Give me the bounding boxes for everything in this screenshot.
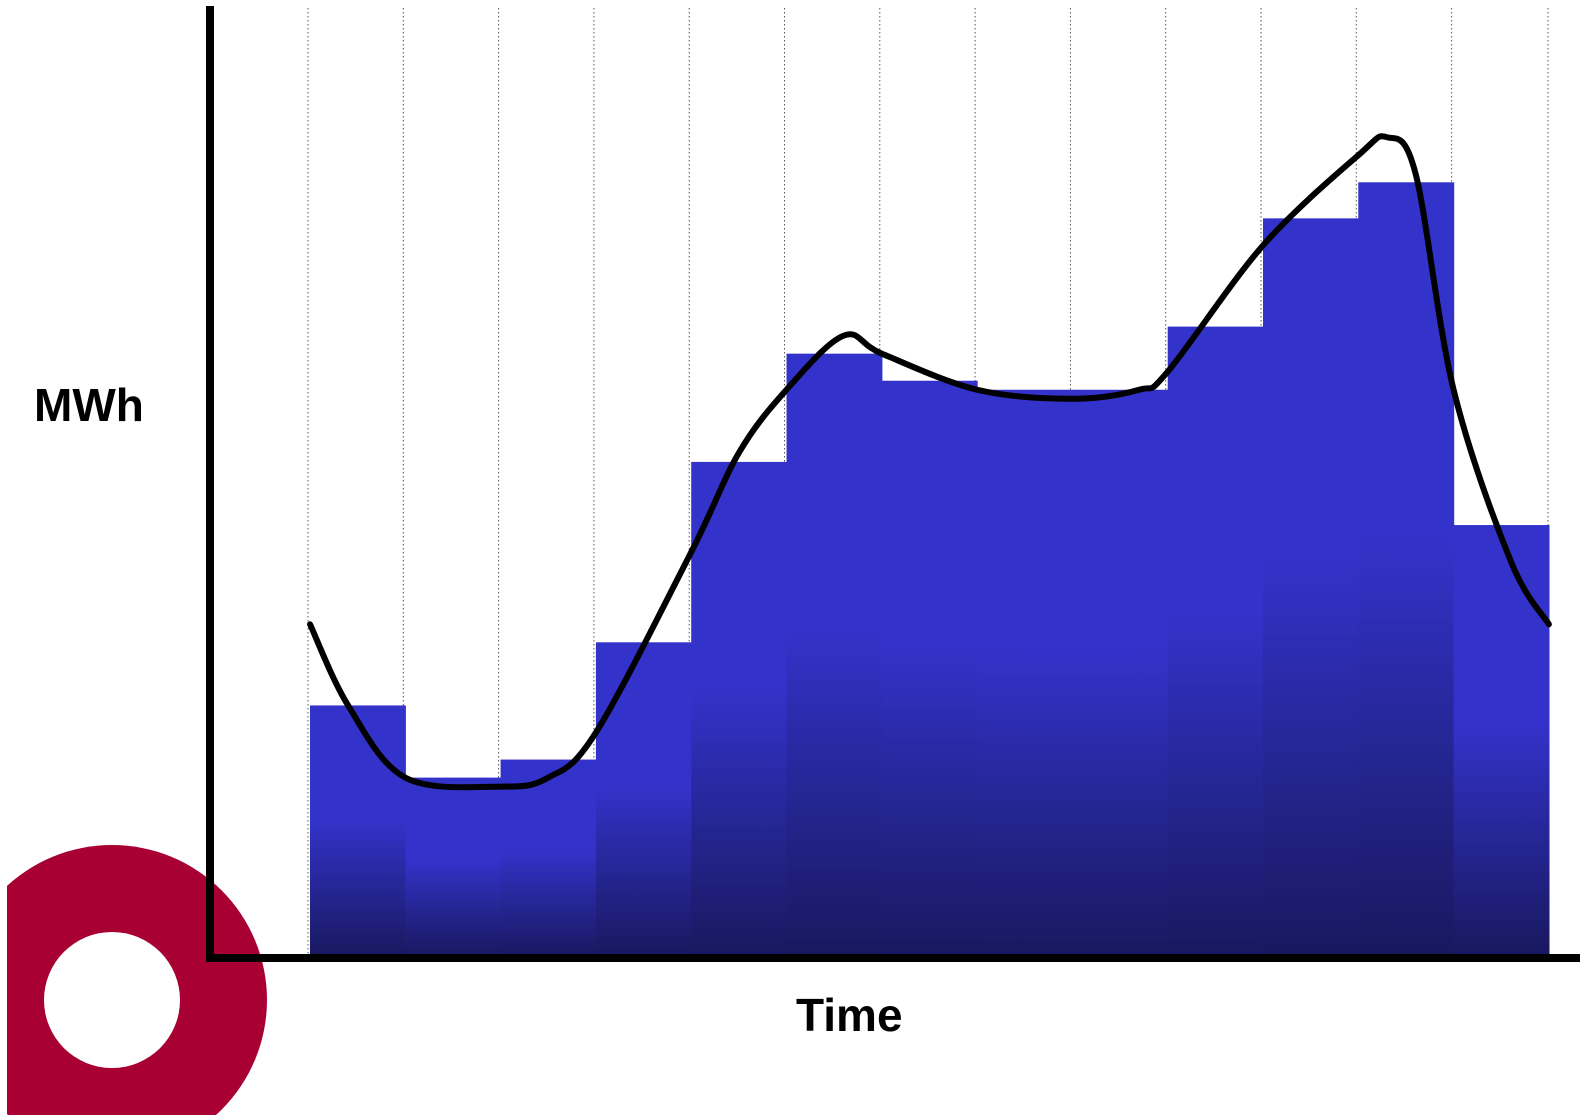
axes xyxy=(206,6,1580,962)
bar xyxy=(1358,182,1455,958)
bars xyxy=(310,182,1550,959)
y-axis-label: MWh xyxy=(34,379,144,431)
trend-line xyxy=(307,133,1552,791)
bar xyxy=(500,759,597,958)
logo-ring-hole xyxy=(44,932,180,1068)
bar xyxy=(881,380,978,959)
x-axis-label: Time xyxy=(796,989,903,1041)
bar xyxy=(1263,218,1359,959)
bar xyxy=(786,353,883,958)
bar xyxy=(405,777,502,958)
bar xyxy=(1072,389,1169,958)
bar xyxy=(1453,525,1550,958)
bar xyxy=(595,642,692,958)
bar xyxy=(1167,326,1264,959)
bar xyxy=(310,705,406,958)
trend-line-path xyxy=(307,133,1552,791)
bar xyxy=(977,389,1073,958)
logo-edge xyxy=(0,840,7,1115)
ring-logo-icon xyxy=(0,840,267,1115)
bar xyxy=(691,461,788,958)
